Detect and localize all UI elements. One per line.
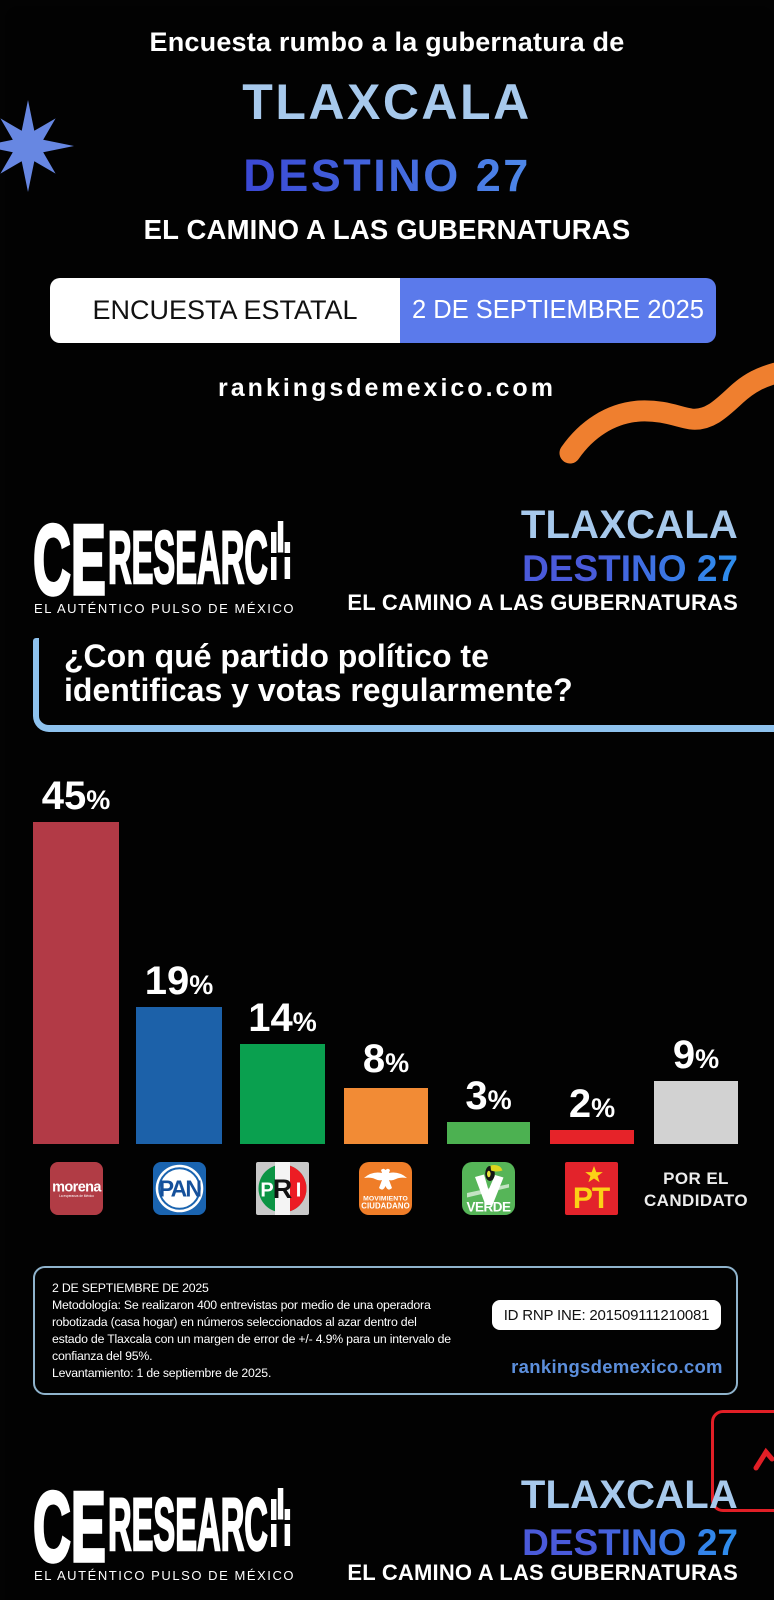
svg-text:morena: morena <box>52 1180 102 1196</box>
svg-text:La esperanza de México: La esperanza de México <box>59 1194 94 1198</box>
svg-text:VERDE: VERDE <box>466 1200 511 1215</box>
svg-text:CIUDADANO: CIUDADANO <box>361 1202 410 1211</box>
svg-text:MOVIMIENTO: MOVIMIENTO <box>363 1196 408 1203</box>
svg-text:I: I <box>296 1180 302 1202</box>
svg-text:PT: PT <box>573 1182 610 1215</box>
svg-text:P: P <box>260 1180 273 1202</box>
svg-text:PAN: PAN <box>159 1176 202 1202</box>
svg-text:R: R <box>273 1174 293 1204</box>
